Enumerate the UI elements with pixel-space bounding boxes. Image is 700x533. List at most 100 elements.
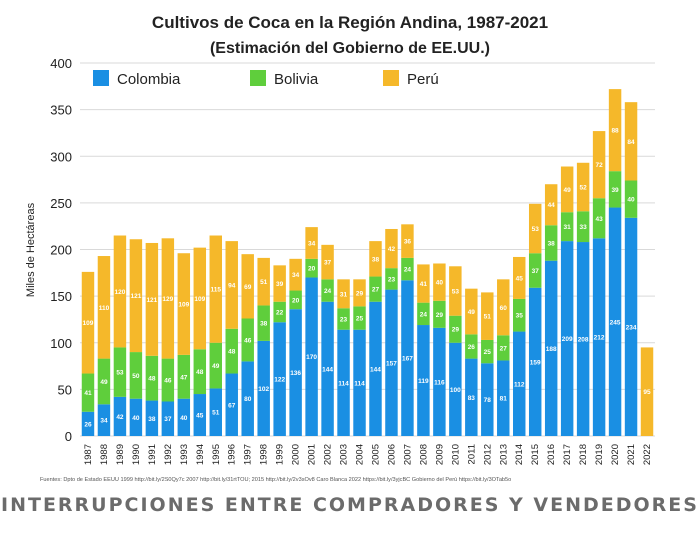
legend: Colombia Bolivia Perú [93,70,439,88]
bar-data-label: 212 [594,335,605,342]
bar-data-label: 39 [276,281,284,288]
bar-data-label: 26 [84,421,92,428]
bar-data-label: 20 [308,266,316,273]
bar-per-1988 [97,256,111,359]
bar-data-label: 23 [388,276,396,283]
x-tick-label: 1988 [99,444,110,465]
bar-data-label: 116 [434,379,445,386]
bar-data-label: 109 [178,302,189,309]
bar-colombia-2012 [481,363,494,436]
bar-colombia-2000 [289,309,302,436]
bar-data-label: 26 [468,344,476,351]
bar-data-label: 109 [194,296,205,303]
bar-bolivia-1991 [145,355,159,401]
bar-bolivia-2012 [481,339,494,364]
bar-data-label: 81 [500,396,508,403]
bar-colombia-2013 [497,360,510,436]
bar-data-label: 37 [324,260,332,267]
bar-data-label: 100 [450,387,461,394]
bar-data-label: 36 [404,239,412,246]
bar-data-label: 46 [244,337,252,344]
x-axis: 1987 1988 1989 1990 1991 1992 1993 1994 1995 1996… [83,444,653,465]
bar-bolivia-2009 [433,300,446,328]
bar-data-label: 27 [372,287,380,294]
bar-data-label: 51 [212,410,220,417]
legend-swatch-bolivia [250,70,266,86]
bar-data-label: 114 [338,380,349,387]
bar-bolivia-1994 [193,349,207,395]
bar-per-2019 [592,131,606,199]
bar-per-1995 [209,235,222,343]
bar-colombia-1997 [241,361,254,436]
bar-data-label: 69 [244,284,252,291]
bar-bolivia-2014 [513,298,526,332]
legend-swatch-colombia [93,70,109,86]
bar-data-label: 51 [260,279,268,286]
bar-per-2003 [337,279,350,309]
bar-bolivia-2011 [465,334,478,359]
bar-bolivia-1993 [177,354,191,399]
bar-data-label: 159 [530,359,541,366]
bar-per-2005 [369,241,382,277]
bar-bolivia-2010 [449,315,462,343]
bar-colombia-2017 [560,241,574,436]
x-tick-label: 2015 [530,444,541,465]
bar-per-1987 [81,271,95,374]
x-tick-label: 2019 [594,444,605,465]
bar-per-2002 [321,244,334,280]
bar-bolivia-2019 [592,198,606,239]
bar-data-label: 110 [99,305,110,312]
bar-data-label: 42 [116,414,124,421]
bar-per-2009 [433,263,446,301]
bar-per-1989 [113,235,127,348]
x-tick-label: 2021 [626,444,637,465]
bar-colombia-1987 [81,411,95,436]
bar-bolivia-2021 [624,180,638,218]
bar-data-label: 72 [595,162,603,169]
bar-data-label: 31 [340,291,348,298]
bar-data-label: 24 [404,267,412,274]
x-tick-label: 2005 [370,444,381,465]
bar-colombia-2011 [465,358,478,436]
bar-data-label: 41 [420,281,428,288]
y-tick-label: 150 [50,289,72,304]
bar-data-label: 119 [418,378,429,385]
x-tick-label: 1999 [275,444,286,465]
bar-colombia-2005 [369,301,382,436]
bar-per-2018 [576,162,590,212]
bar-colombia-2016 [544,260,558,436]
bar-data-label: 53 [116,370,124,377]
bar-per-2006 [385,228,398,269]
bar-data-label: 46 [164,378,172,385]
bar-bolivia-1987 [81,373,95,412]
x-tick-label: 2010 [450,444,461,465]
bar-data-label: 144 [322,366,333,373]
bar-colombia-1993 [177,398,191,436]
bar-data-label: 208 [578,337,589,344]
bar-per-2016 [544,184,558,226]
bar-data-label: 83 [468,395,476,402]
x-tick-label: 2004 [355,444,366,465]
bar-bolivia-1988 [97,358,111,405]
bar-data-label: 41 [84,390,92,397]
bar-data-label: 39 [611,187,619,194]
legend-swatch-per [383,70,399,86]
bar-data-label: 25 [484,349,492,356]
bar-data-label: 94 [228,282,236,289]
bar-colombia-1989 [113,396,127,436]
bar-per-2010 [449,266,462,316]
bar-data-label: 53 [452,288,460,295]
bar-data-label: 34 [100,418,108,425]
bar-data-label: 38 [548,240,556,247]
bar-data-label: 35 [516,313,524,320]
x-tick-label: 2020 [610,444,621,465]
bar-data-label: 43 [595,216,603,223]
bar-data-label: 42 [388,246,396,253]
y-axis: 0 50 100 150 200 250 300 350 400 [50,56,72,444]
bar-per-1996 [225,241,238,329]
bar-data-label: 121 [146,297,157,304]
bar-data-label: 40 [132,415,140,422]
bar-per-1991 [145,242,159,356]
bar-data-label: 52 [580,185,588,192]
